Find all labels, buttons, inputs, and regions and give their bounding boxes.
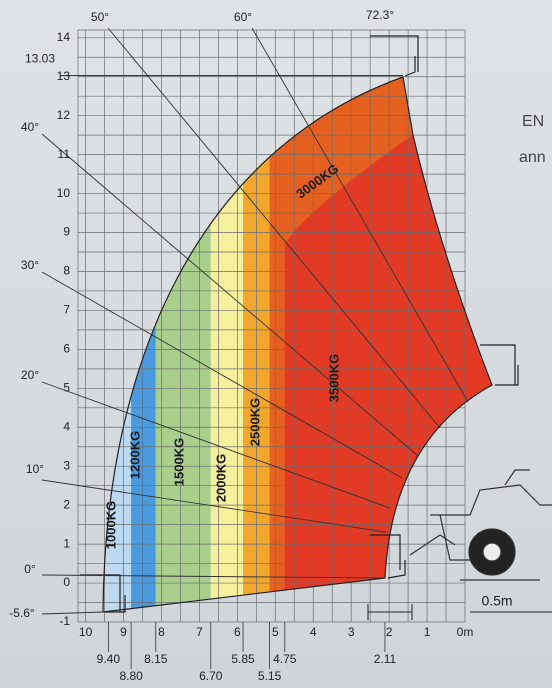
x-mark-label: 5.15 (258, 669, 282, 683)
y-tick-label: 10 (57, 186, 71, 200)
side-text: ann (519, 149, 546, 166)
x-mark-label: 6.70 (199, 669, 223, 683)
x-tick-label: 1 (424, 625, 431, 639)
x-tick-label: 10 (79, 625, 93, 639)
x-mark-label: 2.11 (374, 652, 397, 666)
zone-label: 2000KG (213, 454, 228, 502)
y-mark-label: 13.03 (25, 52, 55, 66)
y-tick-label: 12 (57, 108, 71, 122)
angle-label: 72.3° (366, 8, 394, 22)
y-tick-label: 3 (63, 458, 70, 472)
x-tick-label: 0m (457, 625, 474, 639)
x-tick-label: 6 (234, 625, 241, 639)
dimension (368, 604, 552, 620)
y-tick-label: 6 (63, 342, 70, 356)
x-tick-label: 2 (386, 625, 393, 639)
x-mark-label: 8.15 (144, 652, 168, 666)
x-mark-label: 8.80 (119, 669, 143, 683)
y-tick-label: 4 (63, 419, 70, 433)
x-tick-label: 8 (158, 625, 165, 639)
y-tick-label: 2 (63, 497, 70, 511)
angle-label: 0° (24, 562, 36, 576)
load-chart: 0.5m EN ann 1000KG1200KG1500KG2000KG2500… (0, 0, 552, 688)
zones (108, 30, 520, 622)
y-tick-label: -1 (59, 614, 70, 628)
y-tick-label: 14 (57, 30, 71, 44)
y-tick-label: 9 (63, 225, 70, 239)
angle-label: 40° (21, 120, 39, 134)
y-tick-label: 7 (63, 303, 70, 317)
angle-label: 10° (26, 462, 44, 476)
angle-label: -5.6° (9, 606, 35, 620)
x-tick-label: 7 (196, 625, 203, 639)
x-mark-label: 4.75 (273, 652, 297, 666)
zone-label: 1200KG (127, 431, 142, 479)
x-mark-label: 5.85 (231, 652, 255, 666)
y-tick-label: 11 (58, 147, 71, 161)
zone (211, 30, 243, 622)
zone-label: 1500KG (171, 438, 186, 486)
zone-label: 1000KG (103, 501, 118, 549)
side-text: EN (522, 113, 544, 130)
dimension-label: 0.5m (481, 593, 512, 609)
angle-label: 60° (234, 10, 252, 24)
x-tick-label: 9 (120, 625, 127, 639)
y-tick-label: 5 (63, 380, 70, 394)
y-tick-label: 0 (63, 575, 70, 589)
y-tick-label: 8 (63, 264, 70, 278)
zone-label: 2500KG (247, 398, 262, 446)
zone-label: 3500KG (326, 354, 341, 402)
x-tick-label: 4 (310, 625, 317, 639)
angle-label: 20° (21, 368, 39, 382)
angle-line (42, 612, 103, 614)
angle-label: 50° (91, 10, 109, 24)
y-tick-label: 1 (63, 536, 70, 550)
angle-label: 30° (21, 258, 39, 272)
zone (131, 30, 156, 622)
x-mark-label: 9.40 (97, 652, 121, 666)
x-tick-label: 5 (272, 625, 279, 639)
x-tick-label: 3 (348, 625, 355, 639)
